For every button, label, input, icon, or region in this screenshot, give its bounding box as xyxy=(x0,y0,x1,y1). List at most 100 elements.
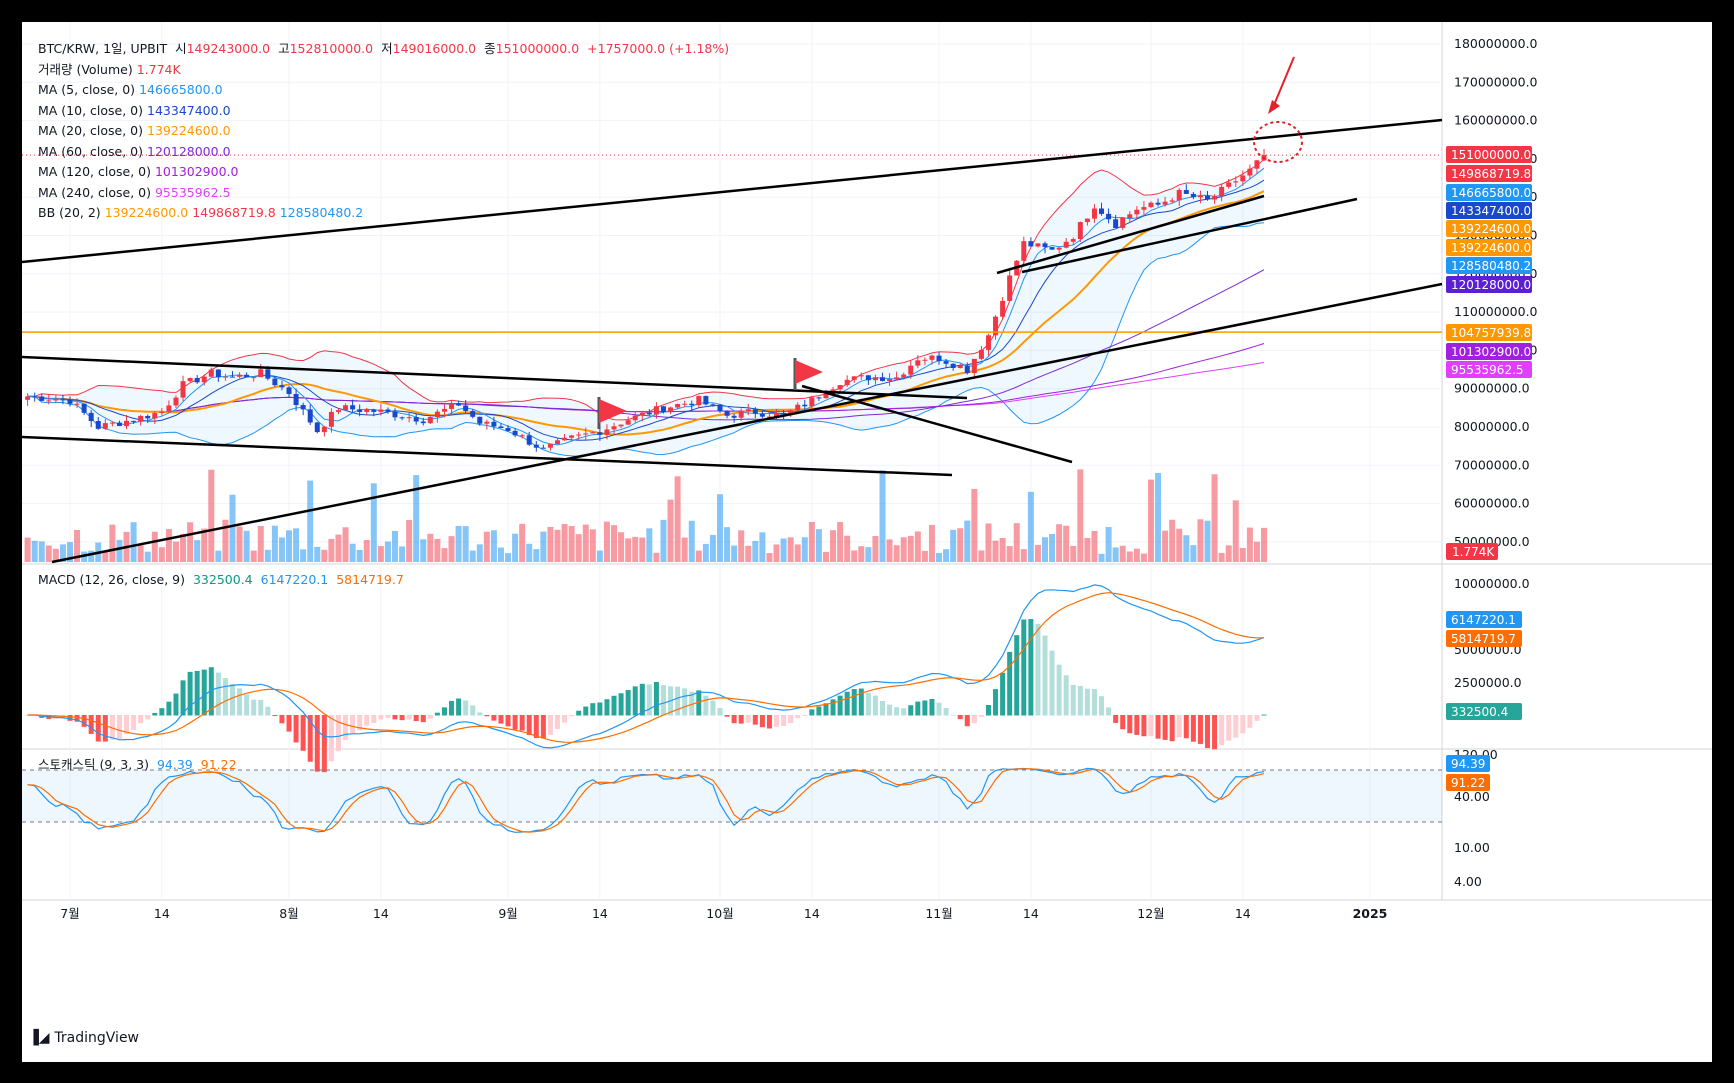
candle-body xyxy=(102,423,108,429)
candle-body xyxy=(477,416,483,424)
volume-bar xyxy=(667,499,674,562)
candle-body xyxy=(350,405,356,410)
candle-body xyxy=(1176,190,1182,201)
legend-label: MA (5, close, 0) xyxy=(38,82,136,97)
volume-bar xyxy=(674,476,681,562)
volume-bar xyxy=(335,534,342,562)
candle-body xyxy=(880,377,885,381)
macd-histogram-bar xyxy=(1197,715,1203,744)
candle-body xyxy=(131,420,137,422)
macd-histogram-bar xyxy=(484,715,490,717)
macd-histogram-bar xyxy=(222,678,228,716)
volume-bar xyxy=(236,526,243,562)
legend-row: 거래량 (Volume) 1.774K xyxy=(38,60,733,81)
volume-bar xyxy=(1211,474,1218,562)
volume-bar xyxy=(653,552,660,562)
candle-body xyxy=(1205,195,1210,200)
macd-histogram-bar xyxy=(901,708,907,716)
volume-bar xyxy=(865,547,872,562)
candle-body xyxy=(872,377,878,381)
flag-icon xyxy=(795,360,823,384)
volume-bar xyxy=(441,548,448,562)
y-tick-label: 110000000.0 xyxy=(1454,304,1538,319)
volume-bar xyxy=(837,521,844,562)
x-tick-label: 14 xyxy=(154,906,170,921)
candle-body xyxy=(583,433,589,435)
volume-bar xyxy=(681,537,688,562)
volume-bar xyxy=(547,526,554,562)
macd-histogram-bar xyxy=(286,715,292,732)
macd-histogram-bar xyxy=(837,695,843,716)
volume-bar xyxy=(1140,553,1147,562)
y-tick-label: 60000000.0 xyxy=(1454,496,1530,511)
stoch-d-line xyxy=(27,768,1265,833)
x-tick-label: 9월 xyxy=(498,906,517,921)
macd-histogram-bar xyxy=(880,700,885,716)
close-value: 151000000.0 xyxy=(495,41,580,56)
macd-histogram-bar xyxy=(731,715,737,724)
volume-bar xyxy=(589,529,596,562)
tradingview-icon: ▐◢ xyxy=(28,1030,50,1046)
annotation-arrow-head xyxy=(1268,100,1280,114)
macd-histogram-bar xyxy=(1190,715,1196,742)
macd-histogram-bar xyxy=(293,715,299,743)
macd-histogram-bar xyxy=(279,715,285,724)
candle-body xyxy=(293,393,299,406)
open-label: 시 xyxy=(175,41,187,56)
macd-histogram-bar xyxy=(187,671,193,716)
volume-bar xyxy=(526,543,533,562)
price-chart-svg[interactable]: 180000000.0170000000.0160000000.01500000… xyxy=(22,22,1712,1062)
macd-histogram-bar xyxy=(328,715,334,762)
tradingview-logo[interactable]: ▐◢ TradingView xyxy=(28,1030,139,1046)
macd-histogram-bar xyxy=(102,715,108,742)
stoch-tick-label: 40.00 xyxy=(1454,789,1490,804)
volume-bar xyxy=(780,538,787,562)
volume-bar xyxy=(1253,541,1260,562)
macd-histogram-bar xyxy=(456,698,462,716)
volume-bar xyxy=(102,551,109,562)
macd-label-bg xyxy=(1446,630,1522,647)
volume-bar xyxy=(490,530,497,562)
candle-body xyxy=(1162,201,1168,205)
symbol-label: BTC/KRW, 1일, UPBIT xyxy=(38,41,168,56)
legend-row: MA (20, close, 0) 139224600.0 xyxy=(38,121,733,142)
legend-label: BB (20, 2) xyxy=(38,205,101,220)
volume-bar xyxy=(978,550,985,562)
macd-histogram-bar xyxy=(413,715,419,722)
macd-histogram-bar xyxy=(1056,664,1062,716)
candle-body xyxy=(611,426,617,430)
volume-bar xyxy=(165,529,172,562)
volume-bar xyxy=(172,541,179,562)
candle-body xyxy=(533,444,539,448)
legend-value: 95535962.5 xyxy=(154,184,231,200)
price-label-bg xyxy=(1446,165,1532,182)
macd-histogram-bar xyxy=(802,715,808,716)
candle-body xyxy=(943,361,949,364)
candle-body xyxy=(512,430,518,436)
macd-histogram-bar xyxy=(745,715,751,723)
volume-bar xyxy=(1133,548,1140,562)
volume-bar xyxy=(900,537,907,562)
volume-label-text: 1.774K xyxy=(1452,545,1495,559)
candle-body xyxy=(696,396,702,406)
highlight-circle xyxy=(1253,121,1303,163)
macd-histogram-bar xyxy=(639,683,645,716)
candle-body xyxy=(145,415,151,419)
volume-bar xyxy=(328,538,335,562)
macd-histogram-bar xyxy=(943,707,949,716)
volume-bar xyxy=(999,537,1006,562)
x-tick-label: 14 xyxy=(1235,906,1251,921)
candle-body xyxy=(116,422,122,426)
macd-value-line: 6147220.1 xyxy=(260,572,329,587)
candle-body xyxy=(1127,214,1133,219)
volume-bar xyxy=(144,551,151,562)
macd-histogram-bar xyxy=(1127,715,1133,734)
candle-body xyxy=(88,412,94,422)
macd-histogram-bar xyxy=(703,695,709,716)
volume-bar xyxy=(1183,535,1190,562)
volume-bar xyxy=(1006,546,1013,562)
price-label-text: 120128000.0 xyxy=(1451,278,1531,292)
volume-bar xyxy=(469,550,476,562)
volume-bar xyxy=(413,475,420,562)
macd-histogram-bar xyxy=(985,704,991,716)
